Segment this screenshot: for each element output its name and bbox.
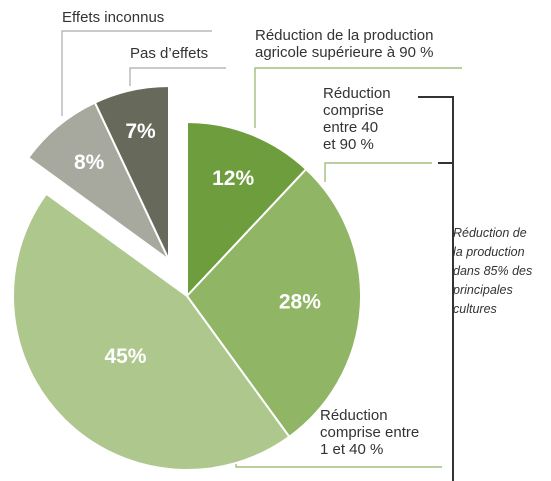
leader-line <box>324 162 432 182</box>
leader-line <box>61 30 212 116</box>
category-label: Effets inconnus <box>62 9 164 26</box>
pie-slice <box>93 84 170 261</box>
bracket <box>418 96 454 481</box>
category-label: Réduction comprise entre 40 et 90 % <box>323 85 391 153</box>
value-label: 12% <box>212 167 254 190</box>
value-label: 28% <box>279 291 321 314</box>
leader-line <box>254 67 462 128</box>
annotation: Réduction de la production dans 85% des pri… <box>452 226 532 316</box>
value-label: 7% <box>125 120 156 143</box>
category-label: Pas d’effets <box>130 45 208 62</box>
category-label: Réduction comprise entre 1 et 40 % <box>320 407 419 458</box>
leader-line <box>129 67 226 86</box>
value-label: 45% <box>104 345 146 368</box>
leader-line <box>235 458 442 468</box>
pie-slice <box>11 192 291 472</box>
pie-slice <box>186 120 308 299</box>
category-label: Réduction de la production agricole supér… <box>255 27 433 61</box>
value-label: 8% <box>74 151 105 174</box>
pie-slice <box>185 167 362 439</box>
